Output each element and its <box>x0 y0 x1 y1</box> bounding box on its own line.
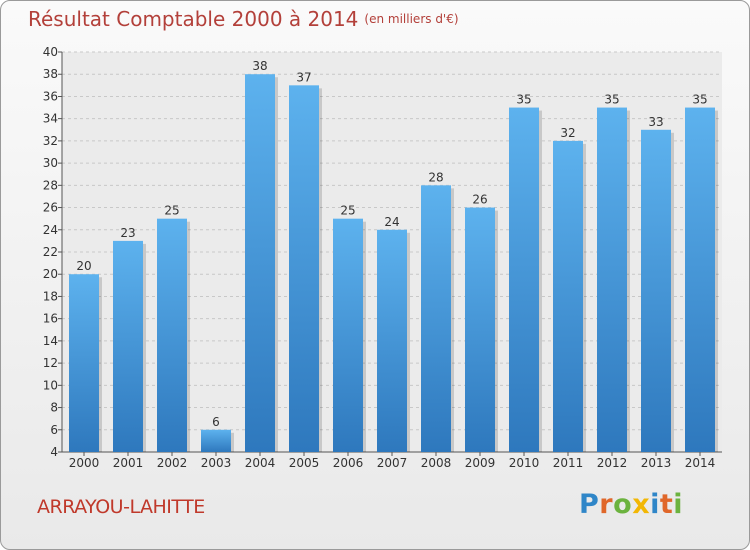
bar-value-label: 33 <box>648 115 663 129</box>
bar-value-label: 35 <box>692 93 707 107</box>
bar-value-label: 35 <box>604 93 619 107</box>
bar-value-label: 20 <box>76 259 91 273</box>
x-tick-label: 2009 <box>465 456 496 470</box>
logo-letter: i <box>673 489 684 520</box>
logo-letter: x <box>632 489 651 520</box>
x-tick-label: 2010 <box>509 456 540 470</box>
x-tick-label: 2003 <box>201 456 232 470</box>
bar <box>69 274 99 452</box>
bar <box>553 140 583 452</box>
x-tick-label: 2014 <box>685 456 716 470</box>
y-tick-label: 36 <box>43 89 58 103</box>
y-tick-label: 4 <box>50 445 58 459</box>
y-tick-label: 40 <box>43 45 58 59</box>
x-tick-label: 2005 <box>289 456 320 470</box>
bar <box>289 85 319 452</box>
y-tick-label: 6 <box>50 423 58 437</box>
y-tick-label: 16 <box>43 312 58 326</box>
x-tick-label: 2011 <box>553 456 584 470</box>
y-tick-label: 32 <box>43 134 58 148</box>
logo-letter: o <box>613 489 633 520</box>
y-tick-label: 18 <box>43 289 58 303</box>
bar-value-label: 24 <box>384 215 399 229</box>
y-tick-label: 28 <box>43 178 58 192</box>
x-tick-label: 2012 <box>597 456 628 470</box>
bar <box>685 107 715 453</box>
logo-letter: t <box>659 489 674 520</box>
logo-letter: r <box>599 489 614 520</box>
y-tick-label: 8 <box>50 401 58 415</box>
bar-value-label: 38 <box>252 59 267 73</box>
bar-value-label: 28 <box>428 170 443 184</box>
x-tick-label: 2001 <box>113 456 144 470</box>
y-tick-label: 10 <box>43 378 58 392</box>
x-tick-label: 2013 <box>641 456 672 470</box>
y-tick-label: 34 <box>43 112 58 126</box>
y-tick-label: 26 <box>43 201 58 215</box>
y-tick-label: 12 <box>43 356 58 370</box>
bar <box>509 107 539 453</box>
x-tick-label: 2000 <box>69 456 100 470</box>
bar-value-label: 32 <box>560 126 575 140</box>
proxiti-logo: Proxiti <box>579 489 683 520</box>
bar <box>597 107 627 453</box>
bar <box>201 429 231 452</box>
bar-value-label: 35 <box>516 93 531 107</box>
bar-value-label: 25 <box>164 204 179 218</box>
y-tick-label: 24 <box>43 223 58 237</box>
x-tick-label: 2006 <box>333 456 364 470</box>
y-tick-label: 30 <box>43 156 58 170</box>
logo-letter: i <box>650 489 660 520</box>
x-tick-label: 2002 <box>157 456 188 470</box>
bar <box>245 74 275 452</box>
y-tick-label: 38 <box>43 67 58 81</box>
bar <box>157 218 187 452</box>
bar <box>465 207 495 452</box>
logo-letter: P <box>579 489 600 520</box>
chart-subtitle: (en milliers d'€) <box>364 12 459 26</box>
chart-title: Résultat Comptable 2000 à 2014 (en millie… <box>28 7 459 31</box>
x-tick-label: 2008 <box>421 456 452 470</box>
bar <box>113 240 143 452</box>
bar-value-label: 25 <box>340 204 355 218</box>
chart-title-text: Résultat Comptable 2000 à 2014 <box>28 7 359 31</box>
x-tick-label: 2007 <box>377 456 408 470</box>
bar-value-label: 37 <box>296 70 311 84</box>
bar <box>377 229 407 452</box>
y-tick-label: 14 <box>43 334 58 348</box>
y-tick-label: 22 <box>43 245 58 259</box>
bar <box>333 218 363 452</box>
bar-value-label: 26 <box>472 193 487 207</box>
x-tick-label: 2004 <box>245 456 276 470</box>
commune-name: ARRAYOU-LAHITTE <box>37 496 205 518</box>
bar <box>421 185 451 453</box>
bar-value-label: 23 <box>120 226 135 240</box>
bar-value-label: 6 <box>212 415 220 429</box>
bar <box>641 129 671 452</box>
y-tick-label: 20 <box>43 267 58 281</box>
